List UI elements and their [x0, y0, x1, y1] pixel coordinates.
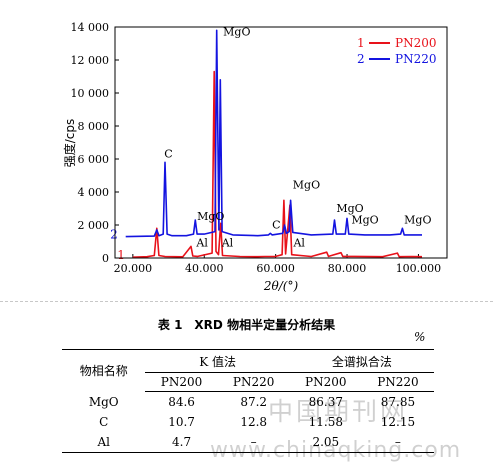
x-tick-label: 20.000 — [114, 262, 153, 275]
peak-label: Al — [195, 236, 208, 249]
legend-marker-pn220: 2 — [357, 52, 365, 66]
y-tick-label: 4 000 — [78, 186, 110, 199]
y-tick-label: 2 000 — [78, 219, 110, 232]
table-cell: 87.2 — [240, 395, 268, 409]
x-tick-label: 80.000 — [328, 262, 367, 275]
peak-label: MgO — [223, 25, 250, 38]
col-header: PN220 — [361, 372, 434, 392]
table-row: C 10.7 12.8 11.58 12.15 — [62, 412, 434, 432]
x-axis-label: 2θ/(°) — [263, 279, 299, 293]
table-cell: 84.6 — [168, 395, 195, 409]
x-tick-label: 60.000 — [256, 262, 295, 275]
header-full-pattern: 全谱拟合法 — [289, 349, 434, 373]
results-table: 物相名称 K 值法 全谱拟合法 PN200 PN220 PN200 PN220 … — [62, 349, 434, 453]
section-divider — [0, 301, 493, 302]
series-line-pn220 — [125, 29, 422, 238]
y-tick-label: 10 000 — [71, 87, 110, 100]
table-cell: 12.15 — [380, 415, 416, 429]
table-row: Al 4.7 – 2.05 – — [62, 432, 434, 453]
table-cell: 10.7 — [168, 415, 195, 429]
col-header: PN200 — [289, 372, 362, 392]
peak-label: Al — [221, 236, 234, 249]
y-tick-group: 0 2 000 4 000 6 000 8 000 10 000 12 000 14 000 — [71, 21, 119, 265]
table-cell: 11.58 — [308, 415, 343, 429]
row-phase: Al — [62, 432, 146, 453]
table-cell: 2.05 — [289, 432, 362, 453]
y-tick-label: 12 000 — [71, 54, 110, 67]
peak-label: MgO — [197, 210, 224, 223]
x-tick-label: 100.000 — [396, 262, 442, 275]
header-k-method: K 值法 — [145, 349, 290, 373]
row-phase: C — [99, 415, 109, 429]
y-tick-label: 0 — [102, 252, 109, 265]
y-tick-label: 14 000 — [71, 21, 110, 34]
y-tick-label: 6 000 — [78, 153, 110, 166]
table-cell: – — [361, 432, 434, 453]
series-marker-pn220: 2 — [110, 228, 118, 242]
peak-label: MgO — [336, 202, 363, 215]
peak-label: MgO — [293, 179, 320, 192]
row-phase: MgO — [88, 394, 119, 409]
peak-label: C — [272, 218, 280, 231]
header-phase: 物相名称 — [62, 349, 146, 392]
y-tick-label: 8 000 — [78, 120, 110, 133]
series-layer: 12 — [110, 29, 423, 262]
x-tick-group: 20.000 40.000 60.000 80.000 100.000 — [114, 254, 442, 275]
plot-frame — [114, 26, 448, 259]
series-line-pn200 — [132, 70, 423, 258]
legend-marker-pn200: 1 — [357, 36, 365, 50]
table-cell: 12.8 — [240, 415, 268, 429]
legend: 1 PN200 2 PN220 — [357, 36, 436, 66]
peak-label: C — [164, 147, 172, 160]
table-cell: 86.37 — [308, 395, 343, 409]
series-marker-pn200: 1 — [117, 248, 125, 262]
legend-label-pn220: PN220 — [395, 52, 436, 66]
col-header: PN200 — [145, 372, 218, 392]
peak-label: MgO — [351, 213, 378, 226]
peak-label: MgO — [404, 213, 431, 226]
table-unit: % — [414, 330, 426, 344]
table-cell: 4.7 — [145, 432, 218, 453]
table-row: MgO 84.6 87.2 86.37 87.85 — [62, 392, 434, 413]
table-cell: – — [217, 432, 290, 453]
col-header: PN220 — [217, 372, 290, 392]
table-caption: 表 1 XRD 物相半定量分析结果 — [157, 318, 336, 332]
legend-label-pn200: PN200 — [395, 36, 436, 50]
y-axis-label: 强度/cps — [62, 119, 77, 168]
peak-label: Al — [292, 236, 305, 249]
x-tick-label: 40.000 — [185, 262, 224, 275]
table-cell: 87.85 — [380, 395, 416, 409]
